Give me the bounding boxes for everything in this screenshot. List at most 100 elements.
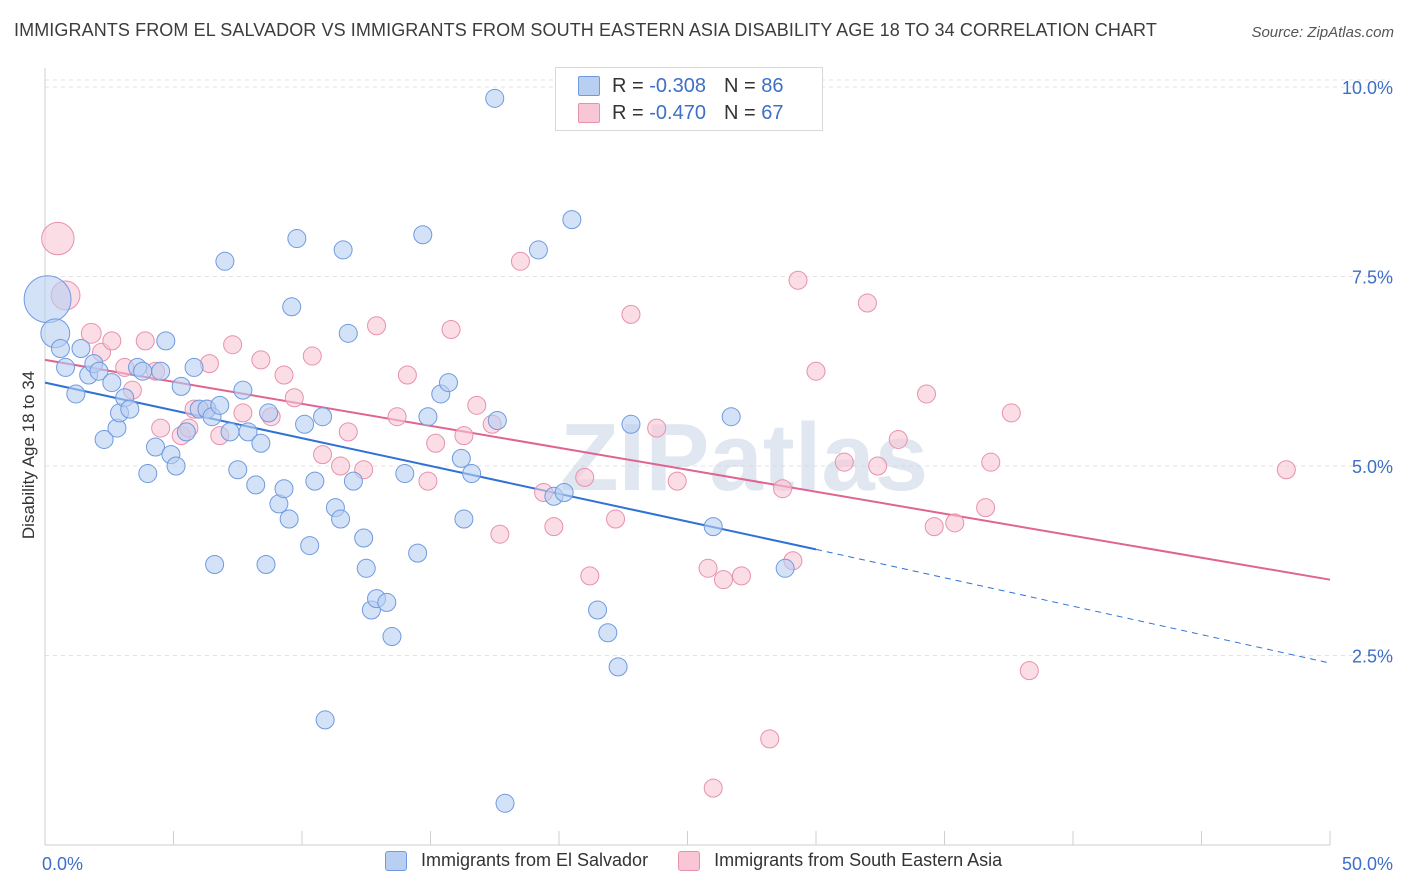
point-el-salvador: [408, 543, 428, 563]
y-tick-label: 2.5%: [1352, 646, 1393, 666]
point-se-asia: [233, 403, 253, 423]
point-el-salvador: [66, 384, 86, 404]
point-el-salvador: [395, 464, 415, 484]
point-el-salvador: [156, 331, 176, 351]
point-se-asia: [1001, 403, 1021, 423]
point-el-salvador: [438, 373, 458, 393]
point-el-salvador: [485, 88, 505, 108]
point-se-asia: [151, 418, 171, 438]
se-asia-swatch: [578, 103, 600, 123]
point-el-salvador: [210, 395, 230, 415]
legend-item-el-salvador[interactable]: Immigrants from El Salvador: [385, 850, 648, 871]
point-se-asia: [41, 221, 75, 256]
trend-line-se-asia: [44, 358, 1331, 581]
point-el-salvador: [775, 558, 795, 578]
point-se-asia: [1276, 460, 1296, 480]
stats-legend: R = -0.308 N = 86 R = -0.470 N = 67: [555, 67, 823, 131]
data-points: [23, 88, 1296, 813]
point-el-salvador: [413, 225, 433, 245]
point-se-asia: [760, 729, 780, 749]
point-el-salvador: [343, 471, 363, 491]
point-se-asia: [981, 452, 1001, 472]
stats-row-se-asia: R = -0.470 N = 67: [578, 100, 783, 126]
point-se-asia: [773, 479, 793, 499]
point-el-salvador: [228, 460, 248, 480]
point-se-asia: [698, 558, 718, 578]
point-el-salvador: [608, 657, 628, 677]
point-se-asia: [788, 270, 808, 290]
point-el-salvador: [382, 627, 402, 647]
series-legend: Immigrants from El Salvador Immigrants f…: [385, 850, 1032, 871]
point-se-asia: [102, 331, 122, 351]
point-se-asia: [387, 407, 407, 427]
point-el-salvador: [251, 433, 271, 453]
point-se-asia: [510, 251, 530, 271]
point-el-salvador: [487, 410, 507, 430]
point-el-salvador: [588, 600, 608, 620]
point-el-salvador: [454, 509, 474, 529]
legend-label-se-asia: Immigrants from South Eastern Asia: [714, 850, 1003, 870]
point-se-asia: [223, 335, 243, 355]
point-se-asia: [426, 433, 446, 453]
point-se-asia: [331, 456, 351, 476]
point-se-asia: [367, 316, 387, 336]
point-se-asia: [80, 322, 102, 344]
point-se-asia: [467, 395, 487, 415]
point-el-salvador: [256, 555, 276, 575]
y-axis-label: Disability Age 18 to 34: [19, 371, 38, 539]
y-tick-label: 10.0%: [1342, 78, 1393, 98]
point-se-asia: [945, 513, 965, 533]
x-tick-label-min: 0.0%: [42, 854, 83, 874]
point-se-asia: [888, 429, 908, 449]
r-label: R =: [612, 74, 644, 97]
point-se-asia: [976, 498, 996, 518]
legend-swatch-se-asia: [678, 850, 701, 871]
point-el-salvador: [462, 464, 482, 484]
el-salvador-swatch: [578, 76, 600, 96]
point-se-asia: [274, 365, 294, 385]
point-el-salvador: [305, 471, 325, 491]
legend-item-se-asia[interactable]: Immigrants from South Eastern Asia: [678, 850, 1002, 871]
point-el-salvador: [274, 479, 294, 499]
chart-title: IMMIGRANTS FROM EL SALVADOR VS IMMIGRANT…: [14, 20, 1157, 40]
point-el-salvador: [418, 407, 438, 427]
point-se-asia: [917, 384, 937, 404]
trend-lines: [44, 358, 1331, 664]
point-el-salvador: [171, 376, 191, 396]
point-se-asia: [647, 418, 667, 438]
point-el-salvador: [721, 407, 741, 427]
y-tick-label: 5.0%: [1352, 457, 1393, 477]
point-el-salvador: [184, 357, 204, 377]
point-el-salvador: [23, 275, 72, 324]
point-se-asia: [621, 304, 641, 324]
point-el-salvador: [331, 509, 351, 529]
point-el-salvador: [338, 323, 358, 343]
point-se-asia: [1019, 661, 1039, 681]
point-el-salvador: [120, 399, 140, 419]
point-el-salvador: [133, 361, 153, 381]
point-el-salvador: [246, 475, 266, 495]
point-el-salvador: [356, 558, 376, 578]
point-se-asia: [544, 517, 564, 537]
point-el-salvador: [102, 373, 122, 393]
point-se-asia: [713, 570, 733, 590]
point-el-salvador: [71, 338, 91, 358]
point-se-asia: [284, 388, 304, 408]
point-el-salvador: [50, 338, 70, 358]
point-el-salvador: [279, 509, 299, 529]
point-el-salvador: [238, 422, 258, 442]
point-el-salvador: [495, 793, 515, 813]
point-se-asia: [834, 452, 854, 472]
point-se-asia: [251, 350, 271, 370]
point-el-salvador: [528, 240, 548, 260]
r-value-se-asia: -0.470: [649, 101, 706, 124]
y-tick-label: 7.5%: [1352, 267, 1393, 287]
point-se-asia: [868, 456, 888, 476]
point-el-salvador: [377, 592, 397, 612]
x-tick-label-max: 50.0%: [1342, 854, 1393, 874]
point-se-asia: [135, 331, 155, 351]
point-el-salvador: [554, 483, 574, 503]
point-se-asia: [575, 467, 595, 487]
stats-row-el-salvador: R = -0.308 N = 86: [578, 73, 783, 99]
